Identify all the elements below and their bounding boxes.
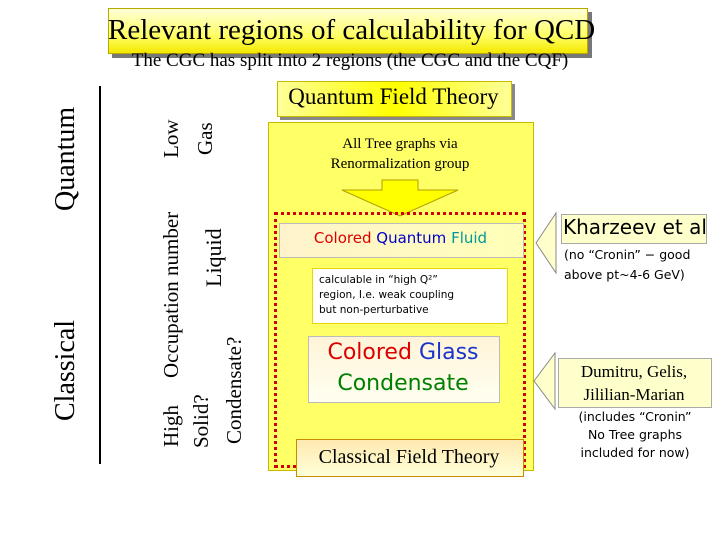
kharzeev-note-line1: (no “Cronin” − good xyxy=(564,247,691,262)
dumitru-box xyxy=(558,358,712,408)
cgc-word-glass: Glass xyxy=(418,340,479,365)
colored-quantum-fluid-label: Colored Quantum Fluid xyxy=(279,229,522,247)
quantum-field-theory-label: Quantum Field Theory xyxy=(288,84,499,109)
calc-note-line3: but non-perturbative xyxy=(319,304,429,316)
cqf-box xyxy=(279,223,524,258)
down-arrow xyxy=(341,179,459,217)
cgc-box xyxy=(308,336,500,403)
calc-note-line2: region, I.e. weak coupling xyxy=(319,289,455,301)
dumitru-line2: Jililian-Marian xyxy=(583,385,685,404)
qft-box xyxy=(277,81,512,117)
axis-divider-line xyxy=(99,86,101,464)
dumitru-label: Dumitru, Gelis, Jililian-Marian xyxy=(558,360,710,406)
kharzeev-label: Kharzeev et al xyxy=(563,215,707,239)
cqf-word-fluid: Fluid xyxy=(451,229,488,247)
title-box xyxy=(108,8,588,54)
dumitru-note-line1: (includes “Cronin” xyxy=(578,409,692,424)
tree-graphs-text: All Tree graphs via Renormalization grou… xyxy=(300,134,500,174)
classical-field-theory-label: Classical Field Theory xyxy=(318,446,500,468)
kharzeev-box xyxy=(561,214,707,244)
cgc-word-colored: Colored xyxy=(327,340,412,365)
calc-note-line1: calculable in “high Q²” xyxy=(319,274,438,286)
colored-glass-condensate-label: Colored Glass Condensate xyxy=(308,337,498,399)
dumitru-arrow xyxy=(533,351,556,411)
calculable-note-box xyxy=(312,268,508,324)
cft-box xyxy=(296,439,524,477)
dumitru-line1: Dumitru, Gelis, xyxy=(580,362,688,381)
tree-graphs-line1: All Tree graphs via xyxy=(342,136,458,152)
calculable-note: calculable in “high Q²” region, I.e. wea… xyxy=(319,273,505,318)
cqf-word-quantum: Quantum xyxy=(376,229,447,247)
cqf-word-colored: Colored xyxy=(313,229,372,247)
dumitru-note-line3: included for now) xyxy=(580,445,690,460)
kharzeev-note: (no “Cronin” − good above pt~4-6 GeV) xyxy=(564,245,714,285)
cgc-word-condensate: Condensate xyxy=(337,371,469,396)
kharzeev-note-line2: above pt~4-6 GeV) xyxy=(564,267,685,282)
tree-graphs-line2: Renormalization group xyxy=(330,156,470,172)
slide-subtitle: The CGC has split into 2 regions (the CG… xyxy=(131,50,569,71)
slide-title: Relevant regions of calculability for QC… xyxy=(108,14,596,46)
kharzeev-arrow xyxy=(535,211,557,275)
dumitru-note-line2: No Tree graphs xyxy=(587,427,683,442)
dumitru-note: (includes “Cronin” No Tree graphs includ… xyxy=(560,408,710,462)
